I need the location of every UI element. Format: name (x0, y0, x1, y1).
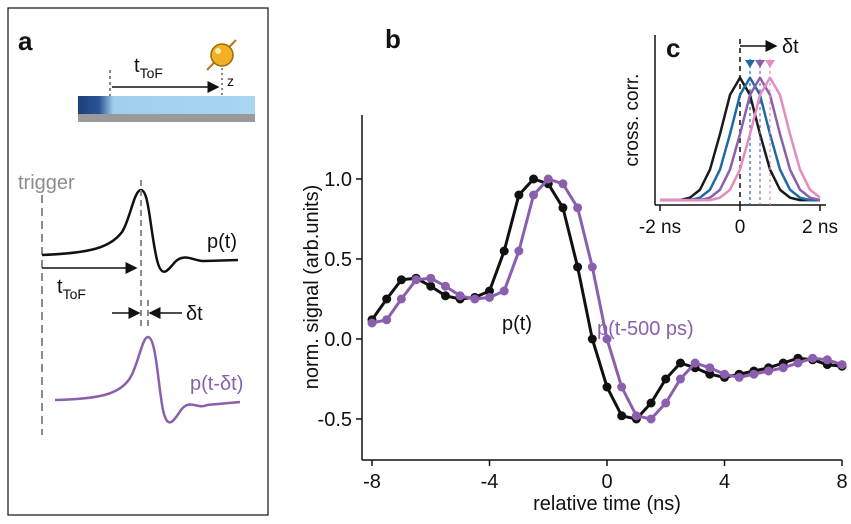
data-point (675, 358, 685, 368)
data-point (661, 398, 671, 408)
z-label: z (227, 73, 234, 89)
data-point (690, 358, 700, 368)
data-point (602, 382, 612, 392)
data-point (514, 190, 524, 200)
panel-label: a (18, 26, 33, 56)
x-tick-label: 2 ns (802, 217, 838, 238)
data-point (485, 286, 494, 296)
panel-label: b (385, 24, 401, 54)
data-point (675, 374, 685, 384)
data-point (396, 275, 406, 285)
data-point (646, 414, 656, 424)
data-point (382, 294, 392, 304)
data-point (440, 281, 450, 291)
data-point (778, 363, 788, 373)
data-point (426, 281, 436, 291)
series-label: p(t) (502, 313, 532, 335)
data-point (499, 246, 509, 256)
tof-sub: ToF (140, 65, 163, 81)
peak-marker (745, 60, 755, 68)
data-point (734, 372, 744, 382)
tof-sub: ToF (63, 286, 86, 302)
x-tick-label: 0 (601, 471, 612, 493)
tof-main: t (134, 55, 140, 77)
pulse-label: p(t) (207, 231, 237, 253)
data-point (617, 382, 627, 392)
data-point (837, 360, 847, 370)
data-point (558, 179, 568, 189)
data-point (793, 358, 803, 368)
data-point (822, 355, 832, 365)
data-point (440, 291, 450, 301)
tof-main: t (57, 276, 63, 298)
data-point (602, 334, 612, 344)
data-point (558, 203, 568, 213)
data-point (705, 369, 715, 379)
data-point (529, 190, 539, 200)
data-point (470, 294, 480, 304)
data-point (749, 369, 759, 379)
peak-marker (755, 60, 765, 68)
series-label: p(t-500 ps) (597, 318, 694, 340)
x-tick-label: 4 (719, 471, 730, 493)
pulse-curve (41, 188, 239, 273)
panel-label: c (666, 33, 680, 63)
panel-a: a tToF z trigger p(t) tToF δt p(t-δt) (7, 7, 269, 516)
y-tick-label: -0.5 (318, 409, 352, 431)
delta-label: δt (186, 303, 203, 325)
data-point (587, 262, 597, 272)
data-point (499, 286, 509, 296)
data-point (764, 366, 774, 376)
data-point (720, 369, 729, 379)
data-point (661, 374, 671, 384)
shifted-pulse-curve (54, 335, 241, 424)
y-axis-label: cross. corr. (622, 74, 643, 167)
data-point (529, 174, 539, 184)
x-tick-label: 0 (735, 217, 746, 238)
data-point (617, 411, 627, 421)
annotation: δt (782, 36, 799, 58)
peak-marker (765, 60, 775, 68)
x-axis-label: relative time (ns) (533, 493, 681, 515)
data-point (631, 411, 641, 421)
series-line (660, 76, 820, 202)
data-point (587, 334, 597, 344)
y-axis-label: norm. signal (arb.units) (301, 185, 323, 390)
data-point (485, 292, 494, 302)
y-tick-label: 0.0 (324, 329, 352, 351)
data-point (455, 291, 465, 301)
sample-bar (78, 96, 255, 114)
series-line (660, 76, 821, 202)
substrate (78, 114, 255, 122)
data-point (573, 262, 583, 272)
data-point (543, 174, 553, 184)
data-point (382, 315, 392, 325)
tof-label: tToF (134, 55, 163, 81)
y-tick-label: 0.5 (324, 249, 352, 271)
panel-frame (7, 7, 269, 516)
shifted-pulse-label: p(t-δt) (190, 373, 243, 395)
x-tick-label: -8 (363, 471, 381, 493)
data-point (411, 275, 421, 285)
data-point (514, 246, 524, 256)
x-tick-label: -2 ns (639, 217, 681, 238)
trigger-label: trigger (18, 172, 75, 194)
data-point (367, 318, 377, 328)
x-tick-label: -4 (481, 471, 499, 493)
electron-icon (206, 39, 237, 71)
x-tick-label: 8 (836, 471, 847, 493)
data-point (808, 353, 818, 363)
data-point (396, 294, 406, 304)
tof-label: tToF (57, 276, 86, 302)
data-point (573, 203, 583, 213)
y-tick-label: 1.0 (324, 169, 352, 191)
data-point (705, 363, 715, 373)
data-point (646, 398, 656, 408)
data-point (426, 273, 436, 283)
